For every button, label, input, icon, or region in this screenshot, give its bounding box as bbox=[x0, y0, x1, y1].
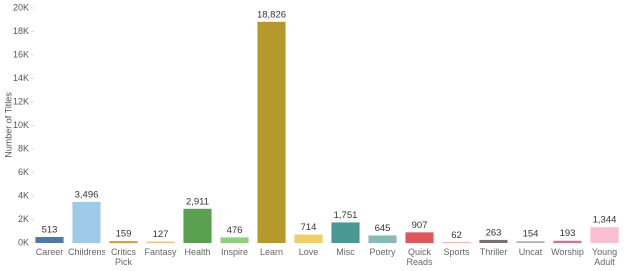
x-tick-label: Childrens bbox=[68, 247, 105, 257]
x-tick-label-box: Inspire bbox=[220, 247, 248, 257]
y-tick-label: 12K bbox=[13, 96, 29, 106]
bar bbox=[516, 241, 545, 243]
x-tick-label: Thriller bbox=[479, 247, 508, 257]
bar bbox=[220, 237, 249, 243]
value-label: 154 bbox=[523, 229, 539, 240]
value-label: 159 bbox=[116, 229, 132, 240]
x-tick-label: Poetry bbox=[369, 247, 396, 257]
x-tick-label-box: Poetry bbox=[369, 247, 396, 257]
value-label: 1,751 bbox=[334, 210, 358, 221]
value-label: 3,496 bbox=[75, 189, 99, 200]
y-tick-label: 0K bbox=[18, 237, 29, 247]
x-tick-label-box: Health bbox=[184, 247, 211, 257]
y-axis-label: Number of Titles bbox=[3, 92, 13, 158]
y-tick-label: 18K bbox=[13, 26, 29, 36]
x-tick-label: Critics Pick bbox=[111, 247, 136, 267]
x-tick-label: Career bbox=[35, 247, 64, 257]
x-tick-label-box: Thriller bbox=[479, 247, 508, 257]
value-label: 18,826 bbox=[257, 9, 286, 20]
x-tick-label: Health bbox=[184, 247, 211, 257]
y-tick-label: 10K bbox=[13, 120, 29, 130]
bar bbox=[553, 240, 582, 243]
bar bbox=[405, 232, 434, 243]
x-tick-label: Inspire bbox=[220, 247, 248, 257]
y-tick-label: 2K bbox=[18, 214, 29, 224]
value-label: 907 bbox=[412, 220, 428, 231]
value-label: 127 bbox=[153, 229, 169, 240]
x-tick-label-box: Critics Pick bbox=[111, 247, 136, 267]
x-tick-label-box: Uncat bbox=[518, 247, 543, 257]
x-tick-label: Young Adult bbox=[591, 247, 618, 267]
bar bbox=[109, 241, 138, 243]
x-tick-label: Uncat bbox=[518, 247, 543, 257]
bar bbox=[294, 234, 323, 243]
y-tick-label: 4K bbox=[18, 190, 29, 200]
bar bbox=[590, 227, 619, 243]
y-tick-label: 6K bbox=[18, 167, 29, 177]
value-label: 193 bbox=[560, 228, 576, 239]
y-tick-label: 14K bbox=[13, 73, 29, 83]
x-tick-label: Quick Reads bbox=[406, 247, 433, 267]
bar bbox=[183, 208, 212, 243]
bar bbox=[35, 236, 64, 243]
value-label: 62 bbox=[451, 230, 462, 241]
bar bbox=[479, 239, 508, 243]
bar bbox=[72, 201, 101, 243]
x-tick-label-box: Young Adult bbox=[591, 247, 618, 267]
x-tick-label: Learn bbox=[259, 247, 284, 257]
x-tick-label: Misc bbox=[336, 247, 355, 257]
x-tick-label-box: Learn bbox=[259, 247, 284, 257]
bar bbox=[257, 21, 286, 244]
value-label: 714 bbox=[301, 222, 317, 233]
value-label: 513 bbox=[42, 224, 58, 235]
x-tick-label: Fantasy bbox=[144, 247, 177, 257]
x-tick-label-box: Misc bbox=[336, 247, 355, 257]
x-tick-label-box: Sports bbox=[443, 247, 470, 257]
value-label: 2,911 bbox=[186, 196, 209, 207]
value-label: 476 bbox=[227, 225, 243, 236]
x-tick-label-box: Career bbox=[35, 247, 64, 257]
bar bbox=[146, 241, 175, 243]
x-tick-label: Worship bbox=[551, 247, 584, 257]
value-label: 1,344 bbox=[593, 215, 617, 226]
bar bbox=[331, 222, 360, 243]
x-tick-label-box: Quick Reads bbox=[406, 247, 433, 267]
x-tick-label-box: Childrens bbox=[68, 247, 105, 257]
x-tick-label-box: Fantasy bbox=[144, 247, 177, 257]
bar bbox=[442, 242, 471, 243]
bar bbox=[368, 235, 397, 243]
x-tick-label-box: Love bbox=[298, 247, 319, 257]
x-tick-label: Sports bbox=[443, 247, 470, 257]
x-tick-label-box: Worship bbox=[551, 247, 584, 257]
value-label: 645 bbox=[375, 223, 391, 234]
value-label: 263 bbox=[486, 227, 502, 238]
y-tick-label: 16K bbox=[13, 49, 29, 59]
y-tick-label: 8K bbox=[18, 143, 29, 153]
x-tick-label: Love bbox=[298, 247, 319, 257]
y-tick-label: 20K bbox=[13, 2, 29, 12]
